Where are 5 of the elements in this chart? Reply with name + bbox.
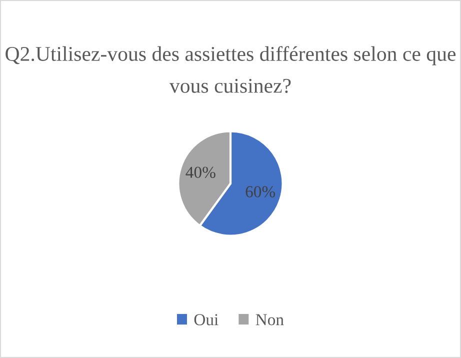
- data-label: 60%: [246, 186, 276, 198]
- legend-label: Oui: [194, 314, 218, 326]
- data-label: 40%: [186, 166, 216, 178]
- legend-label: Non: [256, 314, 284, 326]
- chart-title: Q2.Utilisez-vous des assiettes différentes selon ce que vous cuisinez?: [6, 46, 456, 93]
